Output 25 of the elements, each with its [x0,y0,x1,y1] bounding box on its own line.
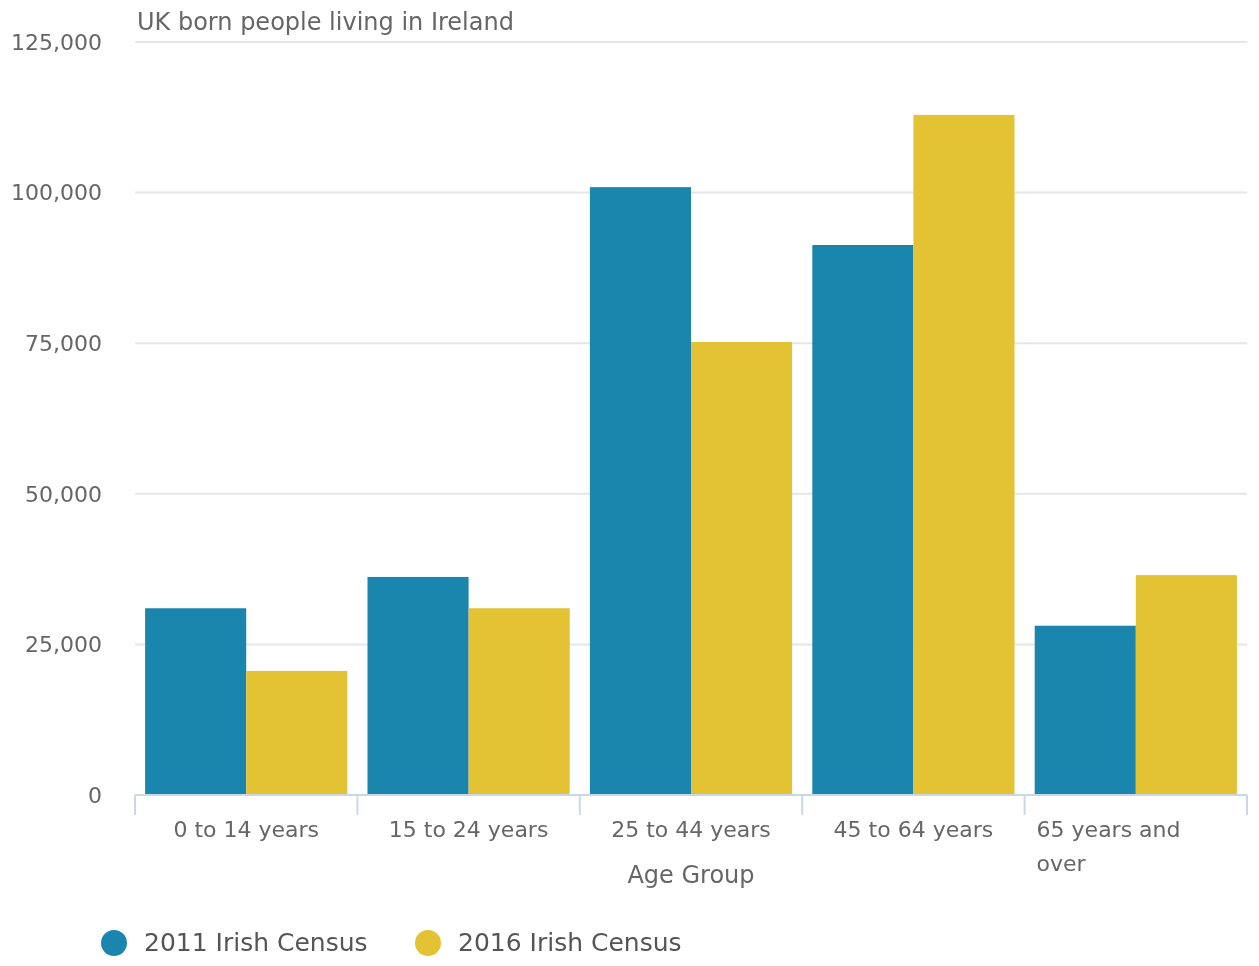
y-tick-label: 50,000 [25,481,102,507]
x-tick-label: 15 to 24 years [388,817,549,842]
bar [1135,575,1237,795]
legend-label: 2011 Irish Census [144,928,368,957]
x-tick-label: 25 to 44 years [611,817,771,842]
bar [1034,625,1136,795]
bar [913,114,1015,795]
x-tick-label: 45 to 64 years [833,817,994,842]
y-tick-label: 25,000 [25,632,102,658]
legend-label: 2016 Irish Census [458,928,682,957]
bar [468,608,570,795]
y-tick-label: 75,000 [25,330,102,356]
y-tick-label: 125,000 [11,29,102,55]
bar [145,608,247,795]
x-axis-title: Age Group [627,861,755,889]
bar [367,576,469,795]
bar [589,187,691,795]
y-tick-label: 100,000 [11,180,102,206]
y-tick-label: 0 [88,782,102,808]
bar [691,342,793,795]
x-tick-label: 0 to 14 years [173,817,319,842]
y-axis-title: UK born people living in Ireland [137,8,514,36]
bar [246,670,348,795]
x-tick-label: 65 years and over [1036,817,1181,876]
bar [812,245,914,795]
